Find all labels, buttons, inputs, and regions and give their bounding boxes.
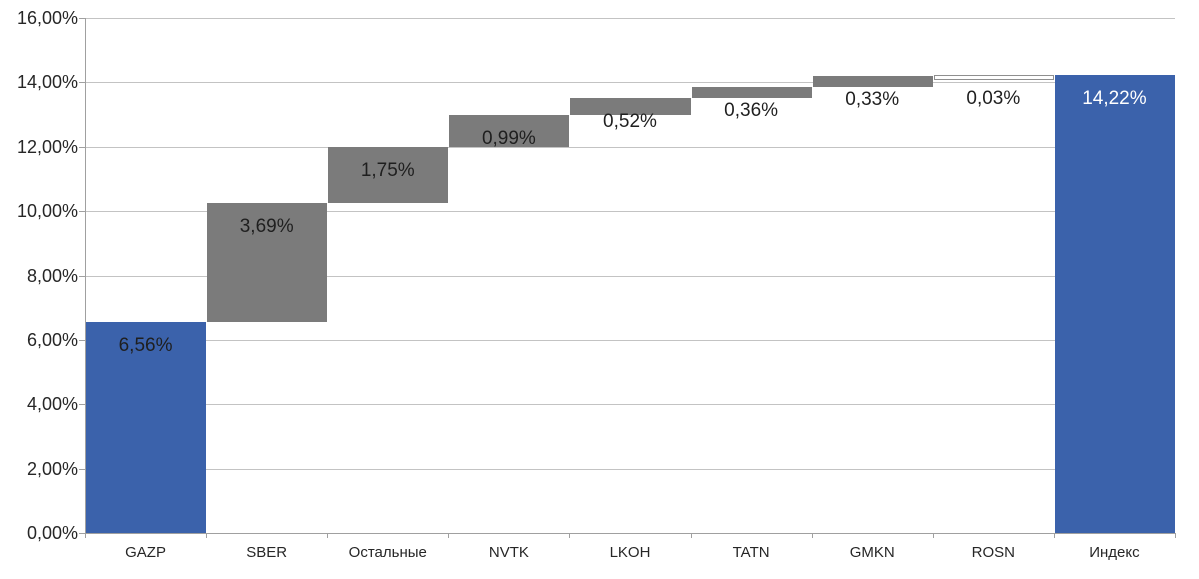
bar-value-label: 0,99% bbox=[481, 127, 536, 149]
gridline bbox=[85, 404, 1175, 406]
y-axis-line bbox=[85, 18, 86, 533]
bar-value-label: 14,22% bbox=[1082, 88, 1147, 110]
y-axis-tick-label: 12,00% bbox=[16, 136, 78, 157]
bar-остальные bbox=[328, 146, 449, 204]
y-axis-tick-label: 2,00% bbox=[26, 458, 78, 479]
bar-sber bbox=[207, 203, 328, 322]
x-axis-label-rosn: ROSN bbox=[971, 544, 1015, 561]
gridline bbox=[85, 468, 1175, 470]
gridline bbox=[85, 146, 1175, 148]
y-axis-tick-label: 16,00% bbox=[16, 8, 78, 28]
bar-value-label: 1,75% bbox=[360, 159, 415, 181]
y-axis-tick-mark bbox=[79, 533, 85, 534]
bar-value-label: 0,52% bbox=[603, 111, 657, 133]
gridline bbox=[85, 82, 1175, 84]
x-axis-label-gazp: GAZP bbox=[125, 544, 166, 561]
x-axis-tick-mark bbox=[690, 533, 692, 538]
gridline bbox=[85, 275, 1175, 277]
y-axis-tick-mark bbox=[79, 146, 85, 148]
bar-value-label: 6,56% bbox=[118, 334, 173, 356]
x-axis-tick-mark bbox=[327, 533, 329, 538]
bar-nvtk bbox=[449, 114, 570, 147]
bar-value-label: 0,03% bbox=[966, 88, 1021, 110]
x-axis-tick-mark bbox=[1053, 533, 1055, 538]
bar-value-label: 0,33% bbox=[845, 88, 900, 110]
y-axis-tick-mark bbox=[79, 339, 85, 341]
y-axis-tick-label: 4,00% bbox=[26, 394, 78, 415]
x-axis-label-индекс: Индекс bbox=[1089, 544, 1140, 561]
y-axis-tick-label: 0,00% bbox=[26, 523, 78, 543]
y-axis-tick-label: 8,00% bbox=[26, 265, 78, 286]
x-axis-tick-mark bbox=[206, 533, 208, 538]
bar-value-label: 0,36% bbox=[724, 99, 779, 121]
y-axis-tick-mark bbox=[79, 468, 85, 470]
x-axis-tick-mark bbox=[811, 533, 813, 538]
x-axis-tick-mark bbox=[448, 533, 450, 538]
x-axis-label-остальные: Остальные bbox=[348, 544, 427, 561]
bar-rosn bbox=[933, 75, 1054, 81]
gridline bbox=[85, 18, 1175, 19]
bar-value-label: 3,69% bbox=[239, 216, 294, 238]
x-axis-tick-mark bbox=[932, 533, 934, 538]
x-axis-tick-mark bbox=[1175, 533, 1176, 538]
x-axis-tick-mark bbox=[85, 533, 86, 538]
y-axis-tick-label: 6,00% bbox=[26, 329, 78, 350]
x-axis-tick-mark bbox=[569, 533, 571, 538]
y-axis-tick-mark bbox=[79, 275, 85, 277]
x-axis-line bbox=[85, 533, 1175, 534]
gridline bbox=[85, 339, 1175, 341]
y-axis-tick-label: 14,00% bbox=[16, 72, 78, 93]
y-axis-tick-mark bbox=[79, 18, 85, 19]
bar-tatn bbox=[691, 86, 812, 99]
bar-индекс bbox=[1054, 75, 1175, 533]
bar-gazp bbox=[86, 321, 207, 533]
x-axis-label-tatn: TATN bbox=[732, 544, 770, 561]
x-axis-label-sber: SBER bbox=[246, 544, 288, 561]
y-axis-tick-mark bbox=[79, 211, 85, 213]
bar-gmkn bbox=[812, 75, 933, 87]
y-axis-tick-label: 10,00% bbox=[16, 201, 78, 222]
x-axis-label-nvtk: NVTK bbox=[488, 544, 529, 561]
y-axis-tick-mark bbox=[79, 82, 85, 84]
x-axis-label-gmkn: GMKN bbox=[849, 544, 895, 561]
x-axis-label-lkoh: LKOH bbox=[609, 544, 651, 561]
y-axis-tick-mark bbox=[79, 404, 85, 406]
bar-lkoh bbox=[570, 98, 691, 115]
gridline bbox=[85, 211, 1175, 213]
